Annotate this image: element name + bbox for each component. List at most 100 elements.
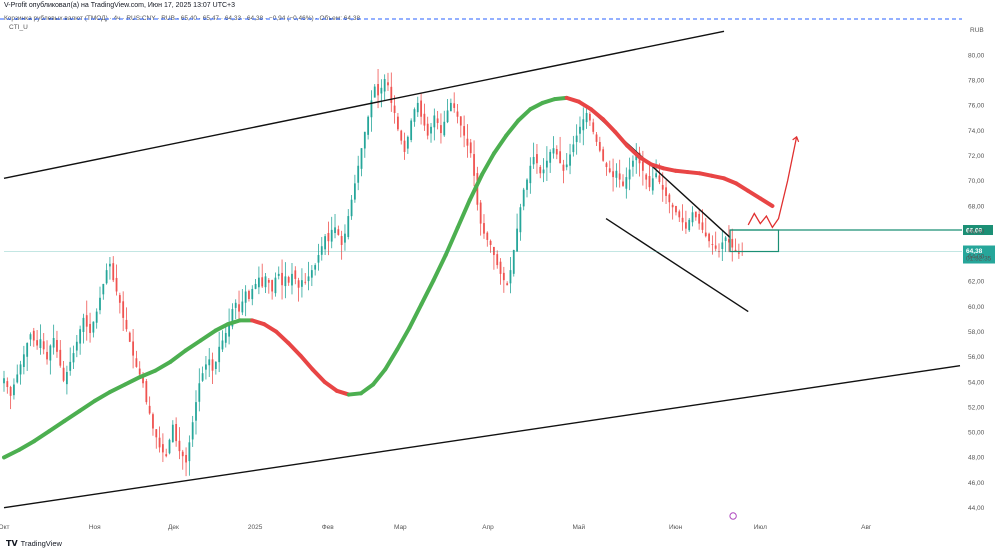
candle-body: [615, 170, 618, 178]
candle-body: [555, 149, 558, 155]
candle-body: [724, 237, 727, 242]
candle-body: [406, 136, 409, 149]
y-tick-label: 54,00: [968, 379, 985, 386]
candle-body: [310, 270, 313, 278]
candle-body: [357, 165, 360, 183]
x-tick-label: Май: [572, 523, 585, 531]
candle-body: [271, 280, 274, 292]
y-tick-label: 64,00: [968, 254, 985, 261]
candle-body: [545, 160, 548, 168]
indicator-segment: [576, 99, 593, 112]
candle-body: [493, 246, 495, 256]
indicator-segment: [62, 408, 82, 423]
candle-body: [29, 334, 32, 340]
indicator-segment: [262, 322, 279, 334]
candle-body: [483, 223, 485, 234]
indicator-segment: [358, 382, 376, 396]
candle-body: [49, 345, 52, 361]
tradingview-logo-text: TradingView: [20, 539, 62, 548]
candle-body: [476, 173, 479, 205]
x-tick-label: Фев: [322, 524, 335, 531]
candle-body: [191, 422, 194, 440]
indicator-segment: [528, 100, 545, 112]
x-tick-label: Окт: [0, 524, 9, 531]
candle-body: [122, 301, 125, 318]
indicator-segment: [183, 338, 203, 353]
trend-line-falling-channel-bottom: [605, 217, 749, 313]
indicator-curve: [2, 95, 775, 460]
indicator-segment: [250, 318, 267, 327]
indicator-segment: [198, 328, 218, 343]
candle-body: [681, 217, 684, 223]
candle-body: [19, 364, 22, 375]
candle-body: [618, 173, 621, 180]
candle-body: [675, 205, 677, 213]
candle-body: [238, 304, 240, 312]
candle-body: [585, 112, 588, 123]
candle-body: [32, 330, 35, 341]
tv-logo-icon: 𝗧𝗩: [6, 539, 18, 548]
candle-body: [446, 110, 449, 123]
candle-body: [344, 233, 346, 243]
candle-body: [559, 151, 562, 164]
indicator-segment: [298, 353, 315, 372]
event-marker-icon: [729, 512, 737, 520]
candle-body: [241, 301, 244, 313]
candle-body: [324, 236, 326, 250]
candle-body: [655, 173, 658, 178]
candle-body: [320, 246, 323, 255]
candle-body: [330, 229, 333, 242]
price-axis[interactable]: 44,00 46,00 48,00 50,00 52,00 54,00 56,00 58,00…: [968, 52, 985, 512]
indicator-segment: [601, 117, 618, 134]
candle-body: [430, 126, 432, 134]
candle-body: [698, 213, 701, 224]
indicator-segment: [504, 118, 521, 138]
candle-body: [658, 175, 661, 183]
indicator-segment: [225, 318, 242, 327]
candle-body: [267, 279, 270, 283]
candle-body: [367, 116, 370, 135]
y-tick-label: 78,00: [968, 78, 985, 85]
level-box: [729, 229, 780, 253]
candle-body: [287, 277, 290, 283]
candle-body: [453, 103, 456, 108]
candle-body: [214, 361, 217, 370]
candle-body: [340, 236, 343, 245]
candle-body: [168, 439, 171, 454]
tradingview-logo[interactable]: 𝗧𝗩 TradingView: [6, 539, 62, 548]
candle-body: [622, 181, 624, 186]
candle-body: [602, 149, 605, 161]
candle-body: [221, 340, 224, 350]
candle-body: [350, 199, 353, 217]
candle-body: [691, 212, 694, 223]
candle-body: [479, 202, 482, 224]
indicator-segment: [32, 429, 52, 444]
countdown-text: 01:52:35: [966, 256, 992, 263]
candle-body: [466, 138, 469, 146]
time-axis[interactable]: Окт Ноя Дек 2025 Фев Мар Апр Май Июн Июл Авг: [0, 523, 872, 531]
candle-body: [161, 444, 164, 453]
candle-body: [536, 154, 538, 164]
indicator-segment: [77, 398, 97, 413]
candle-body: [165, 454, 168, 457]
forecast-path: [747, 136, 798, 229]
indicator-segment: [138, 368, 158, 379]
candle-body: [195, 402, 197, 421]
y-tick-label: 72,00: [968, 153, 985, 160]
candle-body: [6, 381, 9, 388]
candle-body: [281, 272, 283, 286]
x-tick-label: Июн: [669, 524, 683, 531]
candle-body: [403, 140, 406, 152]
y-tick-label: 70,00: [968, 178, 985, 185]
candle-body: [138, 368, 141, 375]
candle-body: [373, 86, 376, 98]
candle-body: [608, 168, 611, 173]
candle-body: [731, 238, 734, 248]
indicator-segment: [322, 380, 339, 393]
indicator-segment: [107, 382, 128, 395]
candle-body: [512, 250, 515, 274]
candle-body: [661, 184, 664, 190]
indicator-segment: [431, 253, 448, 283]
indicator-segment: [213, 322, 230, 333]
